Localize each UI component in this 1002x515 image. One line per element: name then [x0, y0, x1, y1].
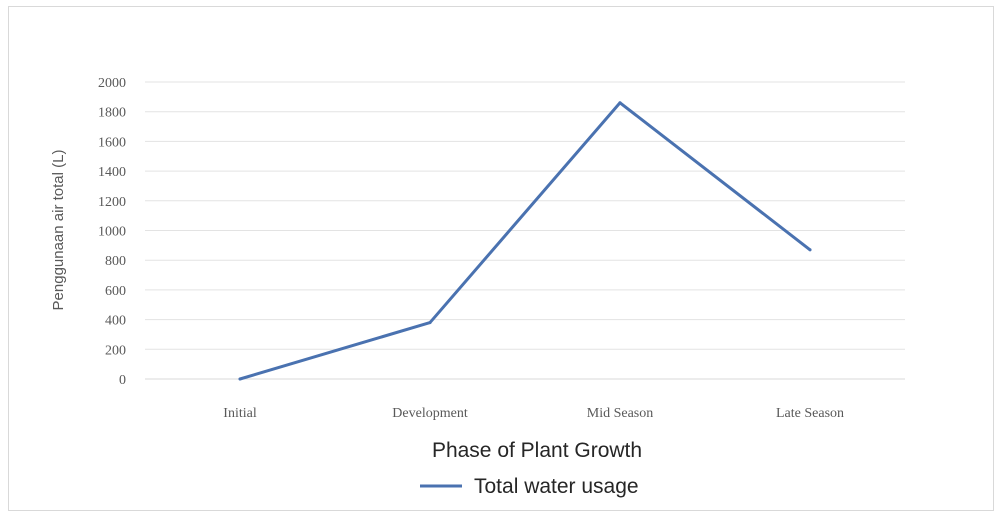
data-point — [618, 101, 622, 105]
x-axis-title: Phase of Plant Growth — [432, 439, 642, 462]
data-point — [428, 321, 432, 325]
chart-frame — [8, 6, 994, 511]
legend: Total water usage — [420, 475, 639, 498]
series-line — [238, 101, 812, 381]
data-point — [808, 248, 812, 252]
x-tick-label: Initial — [223, 406, 257, 421]
x-tick-label: Mid Season — [587, 406, 654, 421]
y-tick-label: 1400 — [98, 165, 126, 180]
legend-label: Total water usage — [474, 475, 639, 498]
y-tick-label: 400 — [105, 314, 126, 329]
y-tick-label: 800 — [105, 254, 126, 269]
y-tick-label: 1000 — [98, 225, 126, 240]
y-axis-title: Penggunaan air total (L) — [50, 150, 67, 311]
x-tick-label: Late Season — [776, 406, 844, 421]
y-tick-label: 600 — [105, 284, 126, 299]
y-tick-label: 2000 — [98, 76, 126, 91]
y-tick-label: 1600 — [98, 135, 126, 150]
y-tick-label: 0 — [119, 373, 126, 388]
gridlines — [145, 81, 905, 350]
x-tick-label: Development — [392, 406, 468, 421]
y-tick-label: 200 — [105, 343, 126, 358]
data-point — [238, 377, 242, 381]
series-layer — [238, 101, 812, 381]
y-tick-label: 1200 — [98, 195, 126, 210]
y-tick-label: 1800 — [98, 106, 126, 121]
y-axis-ticks: 0 200 400 600 800 1000 1200 1400 1600 1800 2000 — [98, 76, 126, 388]
x-axis-ticks: Initial Development Mid Season Late Season — [223, 406, 844, 421]
